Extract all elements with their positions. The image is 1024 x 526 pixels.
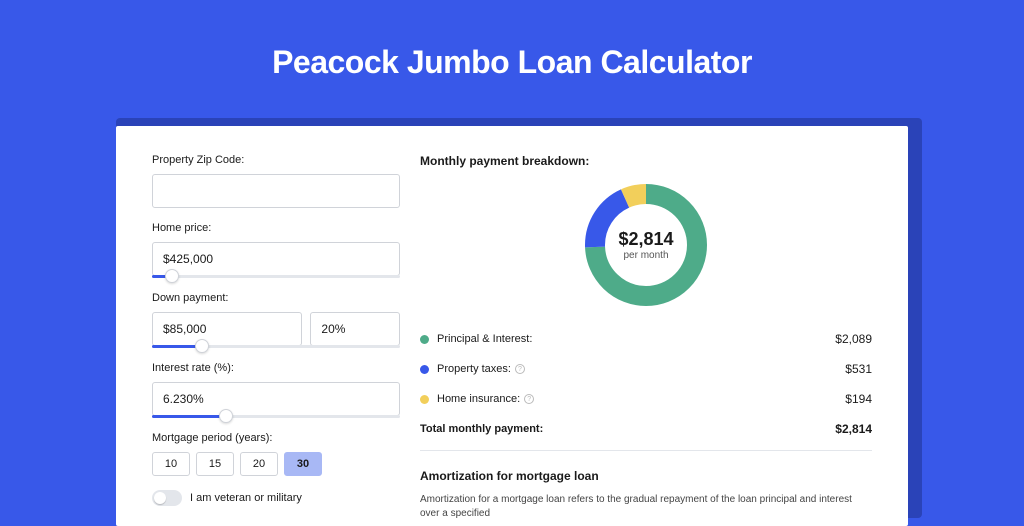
donut-center: $2,814 per month (585, 184, 707, 306)
breakdown-column: Monthly payment breakdown: $2,814 per mo… (400, 154, 872, 526)
legend-row-ins: Home insurance:?$194 (420, 384, 872, 414)
zip-label: Property Zip Code: (152, 154, 400, 166)
veteran-label: I am veteran or military (190, 492, 302, 504)
amort-title: Amortization for mortgage loan (420, 469, 872, 483)
veteran-toggle[interactable] (152, 490, 182, 506)
legend-value-pi: $2,089 (835, 332, 872, 346)
legend-label-pi: Principal & Interest: (437, 333, 835, 345)
legend-value-tax: $531 (845, 362, 872, 376)
zip-group: Property Zip Code: (152, 154, 400, 208)
period-option-30[interactable]: 30 (284, 452, 322, 476)
legend-dot-ins (420, 395, 429, 404)
down-slider[interactable] (152, 345, 400, 348)
price-slider-knob[interactable] (165, 269, 179, 283)
down-amount-input[interactable] (152, 312, 302, 346)
rate-label: Interest rate (%): (152, 362, 400, 374)
price-group: Home price: (152, 222, 400, 278)
legend-total-value: $2,814 (835, 422, 872, 436)
info-icon[interactable]: ? (515, 364, 525, 374)
price-label: Home price: (152, 222, 400, 234)
divider (420, 450, 872, 451)
legend-dot-tax (420, 365, 429, 374)
down-percent-input[interactable] (310, 312, 400, 346)
period-option-20[interactable]: 20 (240, 452, 278, 476)
period-option-15[interactable]: 15 (196, 452, 234, 476)
price-input[interactable] (152, 242, 400, 276)
legend-label-ins: Home insurance:? (437, 393, 845, 405)
period-option-10[interactable]: 10 (152, 452, 190, 476)
period-options: 10 15 20 30 (152, 452, 400, 476)
legend-dot-pi (420, 335, 429, 344)
donut-sub: per month (623, 250, 668, 261)
donut-wrap: $2,814 per month (420, 180, 872, 324)
rate-slider-knob[interactable] (219, 409, 233, 423)
down-group: Down payment: (152, 292, 400, 348)
rate-slider-fill (152, 415, 226, 418)
rate-input[interactable] (152, 382, 400, 416)
amort-text: Amortization for a mortgage loan refers … (420, 493, 872, 521)
calculator-card: Property Zip Code: Home price: Down paym… (116, 126, 908, 526)
zip-input[interactable] (152, 174, 400, 208)
rate-slider[interactable] (152, 415, 400, 418)
page-title: Peacock Jumbo Loan Calculator (0, 0, 1024, 109)
legend-label-tax: Property taxes:? (437, 363, 845, 375)
info-icon[interactable]: ? (524, 394, 534, 404)
rate-group: Interest rate (%): (152, 362, 400, 418)
legend-total-row: Total monthly payment:$2,814 (420, 414, 872, 444)
legend-total-label: Total monthly payment: (420, 423, 835, 435)
legend-row-pi: Principal & Interest:$2,089 (420, 324, 872, 354)
legend-row-tax: Property taxes:?$531 (420, 354, 872, 384)
legend-value-ins: $194 (845, 392, 872, 406)
down-slider-knob[interactable] (195, 339, 209, 353)
period-group: Mortgage period (years): 10 15 20 30 (152, 432, 400, 476)
down-label: Down payment: (152, 292, 400, 304)
donut-amount: $2,814 (618, 229, 673, 250)
veteran-row: I am veteran or military (152, 490, 400, 506)
payment-donut: $2,814 per month (585, 184, 707, 306)
breakdown-title: Monthly payment breakdown: (420, 154, 872, 168)
veteran-toggle-knob (154, 492, 166, 504)
price-slider[interactable] (152, 275, 400, 278)
period-label: Mortgage period (years): (152, 432, 400, 444)
form-column: Property Zip Code: Home price: Down paym… (152, 154, 400, 526)
legend: Principal & Interest:$2,089Property taxe… (420, 324, 872, 444)
